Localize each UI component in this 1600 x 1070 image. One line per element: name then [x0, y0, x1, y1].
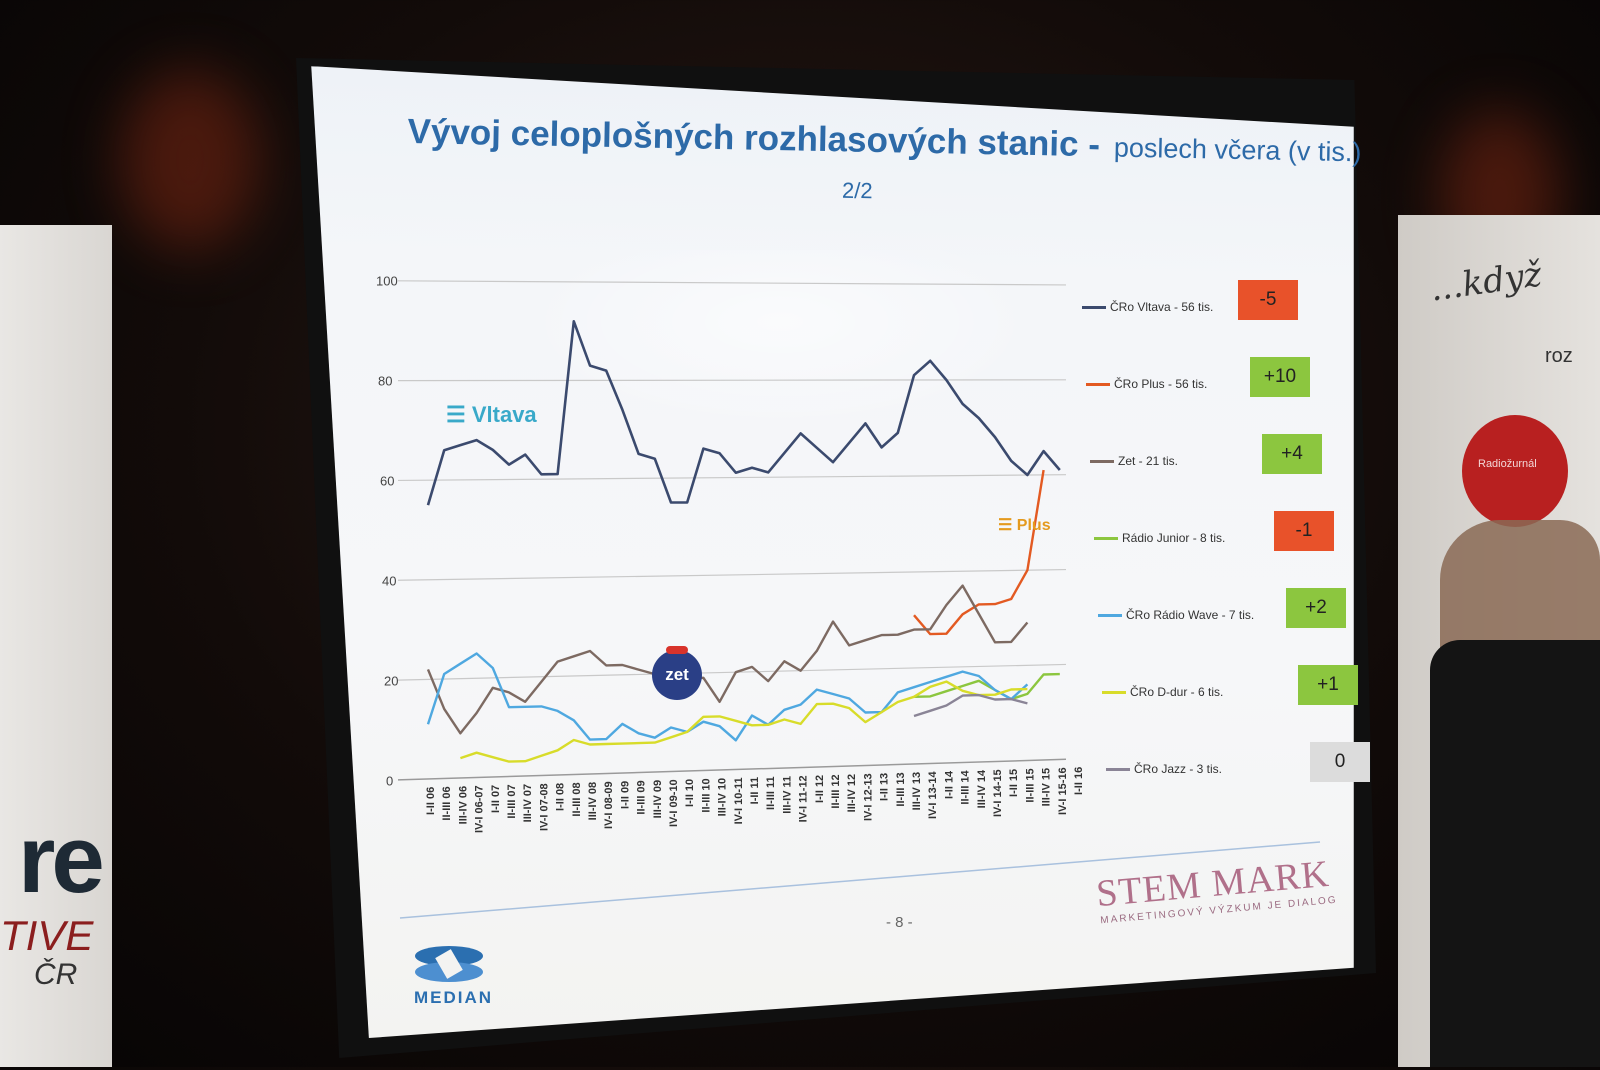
- change-badge: +4: [1262, 434, 1322, 474]
- legend-item: ČRo Vltava - 56 tis.: [1082, 300, 1213, 314]
- legend-item: ČRo D-dur - 6 tis.: [1102, 685, 1223, 699]
- vltava-logo-text: Vltava: [471, 402, 537, 427]
- left-banner: [0, 225, 112, 1067]
- legend-item: ČRo Plus - 56 tis.: [1086, 377, 1207, 391]
- vltava-logo: ☰ Vltava: [446, 402, 537, 427]
- projection-screen: [306, 66, 1354, 1070]
- legend-swatch: [1106, 767, 1130, 771]
- legend-item: ČRo Rádio Wave - 7 tis.: [1098, 608, 1254, 622]
- legend-label: ČRo Vltava - 56 tis.: [1110, 300, 1214, 314]
- legend-item: Rádio Junior - 8 tis.: [1094, 531, 1225, 545]
- change-badge: -1: [1274, 511, 1334, 551]
- left-banner-text-small: ČR: [34, 958, 78, 991]
- presenter-sleeve: [1430, 640, 1600, 1067]
- legend-item: ČRo Jazz - 3 tis.: [1106, 762, 1222, 776]
- plus-logo-text: Plus: [1016, 517, 1051, 534]
- radiozurnal-logo-text: Radiožurnál: [1478, 458, 1537, 470]
- median-logo-icon: [415, 946, 483, 982]
- legend-label: ČRo D-dur - 6 tis.: [1130, 685, 1224, 699]
- change-badge: -5: [1238, 280, 1298, 320]
- change-badge: +1: [1298, 665, 1358, 705]
- median-logo-text: MEDIAN: [414, 988, 494, 1007]
- legend-swatch: [1090, 459, 1114, 463]
- legend-label: Rádio Junior - 8 tis.: [1122, 531, 1226, 545]
- change-badge: 0: [1310, 742, 1370, 782]
- legend-swatch: [1094, 536, 1118, 540]
- legend-label: ČRo Plus - 56 tis.: [1114, 377, 1208, 391]
- legend-swatch: [1086, 382, 1110, 386]
- slide-title-sub: poslech včera (v tis.): [1113, 132, 1362, 168]
- page-number: - 8 -: [886, 914, 913, 931]
- legend-label: Zet - 21 tis.: [1118, 454, 1179, 468]
- legend-item: Zet - 21 tis.: [1090, 454, 1178, 468]
- right-banner-word: roz: [1545, 345, 1573, 367]
- legend-label: ČRo Rádio Wave - 7 tis.: [1126, 608, 1255, 622]
- legend-swatch: [1098, 613, 1122, 617]
- slide-part: 2/2: [841, 177, 873, 204]
- radiozurnal-sign: [1462, 415, 1568, 527]
- left-banner-text-large: re: [18, 806, 105, 913]
- left-banner-text-mid: TIVE: [0, 912, 94, 959]
- change-badge: +2: [1286, 588, 1346, 628]
- legend-swatch: [1102, 690, 1126, 694]
- plus-logo: ☰ Plus: [998, 517, 1051, 534]
- room-light-left: [120, 70, 260, 250]
- legend-label: ČRo Jazz - 3 tis.: [1134, 762, 1223, 776]
- legend-swatch: [1082, 305, 1106, 309]
- change-badge: +10: [1250, 357, 1310, 397]
- zet-logo-text: zet: [665, 665, 689, 684]
- zet-logo: zet: [652, 646, 702, 700]
